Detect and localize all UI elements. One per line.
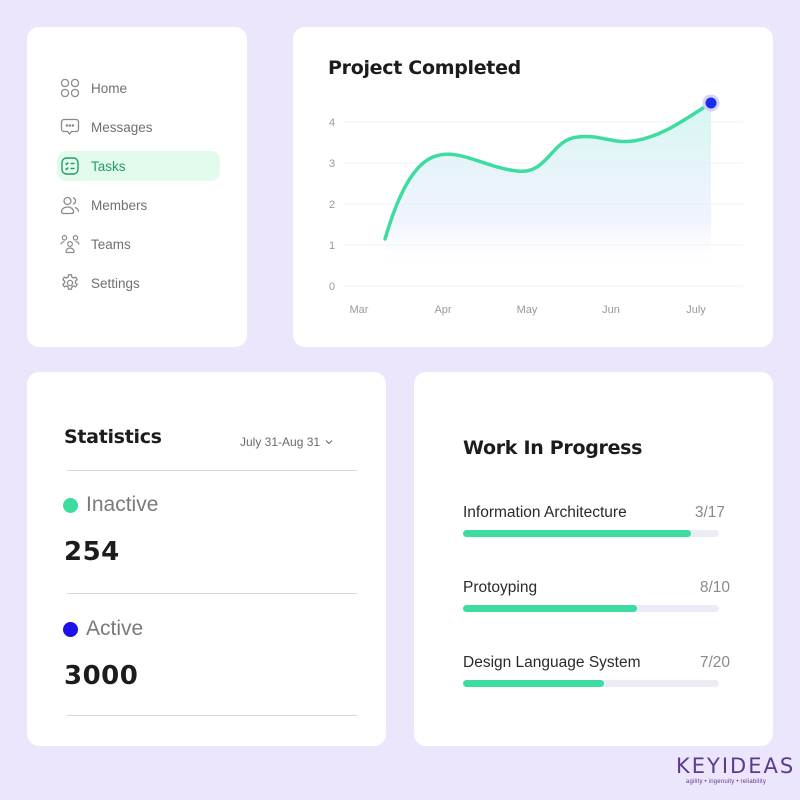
y-tick: 0 [329, 281, 335, 293]
x-tick: Apr [434, 304, 451, 316]
wip-item-name: Information Architecture [463, 504, 627, 521]
divider [67, 470, 357, 471]
chart-title: Project Completed [328, 57, 521, 79]
progress-track [463, 605, 719, 612]
users-icon [60, 195, 80, 215]
x-tick: Mar [350, 304, 369, 316]
y-tick: 1 [329, 240, 335, 252]
wip-item-name: Protoyping [463, 579, 538, 596]
x-tick: May [517, 304, 538, 316]
active-dot-icon [63, 621, 78, 637]
date-range-label: July 31-Aug 31 [240, 435, 321, 449]
inactive-dot-icon [63, 497, 78, 513]
date-range-dropdown[interactable]: July 31-Aug 31 [240, 435, 333, 449]
chevron-down-icon [325, 440, 333, 445]
sidebar-item-label: Tasks [91, 158, 126, 174]
sidebar-item-label: Teams [91, 236, 131, 252]
wip-item-count: 7/20 [699, 654, 730, 671]
sidebar-item-label: Messages [91, 119, 153, 135]
data-point-marker[interactable] [705, 97, 717, 109]
brand-tagline: agility • ingenuity • reliability [685, 779, 767, 785]
x-tick: Jun [602, 304, 620, 316]
sidebar-item-home[interactable]: Home [57, 73, 220, 103]
chat-bubble-icon [60, 117, 80, 137]
wip-item[interactable]: Information Architecture 3/17 [463, 504, 725, 544]
stat-active-label: Active [63, 617, 143, 641]
project-completed-card: Project Completed 0 1 2 3 4 Mar [293, 27, 773, 347]
stat-inactive-value: 254 [64, 537, 120, 567]
team-icon [60, 234, 80, 254]
progress-track [463, 530, 719, 537]
divider [67, 593, 357, 594]
gear-icon [60, 273, 80, 293]
progress-fill [463, 530, 691, 537]
stat-inactive-label: Inactive [63, 493, 158, 517]
wip-item-name: Design Language System [463, 654, 641, 671]
statistics-card: Statistics July 31-Aug 31 Inactive 254 A… [27, 372, 386, 746]
area-fill [385, 103, 711, 272]
checklist-icon [60, 156, 80, 176]
wip-item-count: 8/10 [699, 579, 730, 596]
stat-label-text: Inactive [86, 493, 159, 516]
progress-track [463, 680, 719, 687]
stat-label-text: Active [86, 617, 144, 640]
progress-fill [463, 680, 604, 687]
sidebar-item-settings[interactable]: Settings [57, 268, 220, 298]
sidebar-item-messages[interactable]: Messages [57, 112, 220, 142]
y-tick: 3 [329, 158, 335, 170]
y-tick: 2 [329, 199, 335, 211]
sidebar-item-label: Members [91, 197, 148, 213]
sidebar-item-label: Home [91, 80, 128, 96]
divider [67, 715, 357, 716]
stat-active-value: 3000 [64, 661, 139, 691]
sidebar-item-teams[interactable]: Teams [57, 229, 220, 259]
brand-name: KEYIDEAS [676, 754, 796, 778]
wip-item-count: 3/17 [694, 504, 725, 521]
wip-title: Work In Progress [463, 437, 643, 459]
brand-logo: KEYIDEAS agility • ingenuity • reliabili… [676, 754, 796, 785]
x-axis: Mar Apr May Jun July [350, 304, 707, 316]
sidebar-item-members[interactable]: Members [57, 190, 220, 220]
x-tick: July [686, 304, 706, 316]
grid-icon [60, 78, 80, 98]
statistics-title: Statistics [64, 426, 162, 448]
sidebar-nav: Home Messages Tasks Members [27, 27, 247, 347]
wip-item[interactable]: Protoyping 8/10 [463, 579, 730, 619]
line-chart: 0 1 2 3 4 Mar Apr May Jun July [329, 94, 743, 316]
y-tick: 4 [329, 117, 335, 129]
work-in-progress-card: Work In Progress Information Architectur… [414, 372, 773, 746]
progress-fill [463, 605, 638, 612]
data-line [383, 101, 713, 241]
sidebar-item-tasks[interactable]: Tasks [57, 151, 220, 181]
wip-item[interactable]: Design Language System 7/20 [463, 654, 730, 694]
sidebar-item-label: Settings [91, 275, 140, 291]
y-axis: 0 1 2 3 4 [329, 117, 335, 293]
